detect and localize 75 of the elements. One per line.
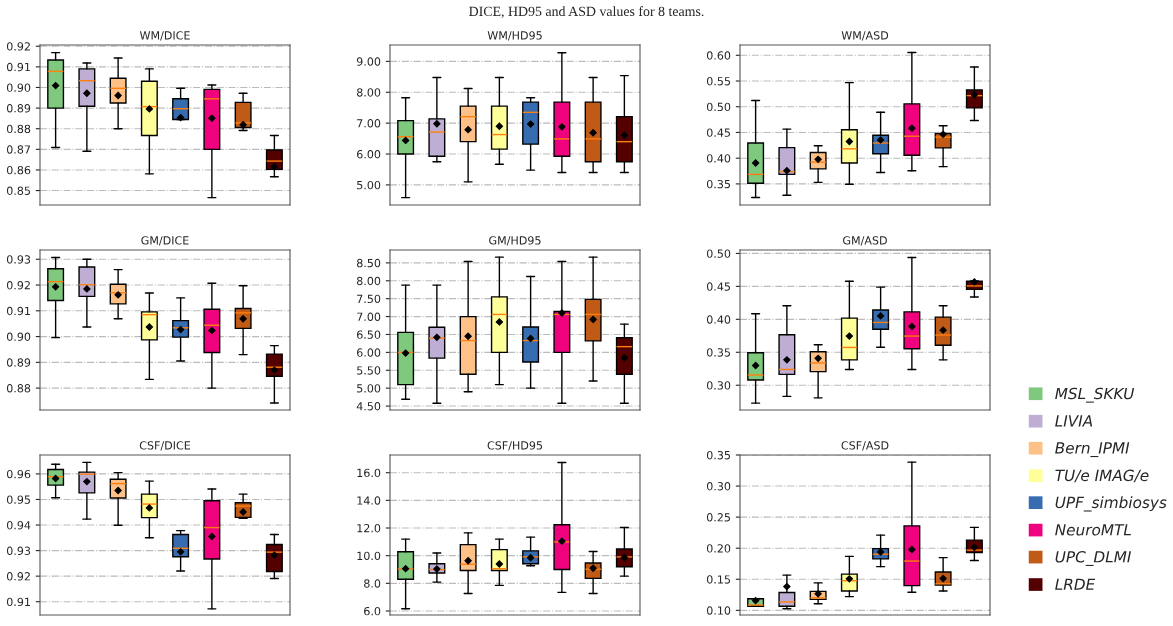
y-tick-label: 0.93 bbox=[6, 546, 31, 555]
chart-title: WM/DICE bbox=[139, 31, 190, 41]
y-tick-label: 0.96 bbox=[6, 469, 31, 479]
legend-label: UPF_simbiosys bbox=[1055, 496, 1167, 512]
y-tick-label: 0.87 bbox=[6, 145, 31, 154]
y-tick-label: 8.0 bbox=[364, 579, 381, 588]
y-tick-label: 8.50 bbox=[356, 258, 381, 268]
y-tick-label: 0.40 bbox=[706, 315, 731, 324]
y-tick-label: 0.86 bbox=[6, 165, 31, 175]
y-tick-label: 0.45 bbox=[706, 128, 730, 137]
y-tick-label: 0.92 bbox=[6, 572, 30, 581]
y-tick-label: 7.00 bbox=[357, 312, 381, 321]
y-tick-label: 16.0 bbox=[357, 468, 381, 478]
y-tick-label: 0.88 bbox=[6, 124, 31, 134]
chart-title: WM/ASD bbox=[841, 31, 889, 41]
y-tick-label: 0.40 bbox=[706, 154, 731, 163]
y-tick-label: 14.0 bbox=[357, 496, 381, 505]
y-tick-label: 6.0 bbox=[364, 606, 381, 616]
y-tick-label: 4.50 bbox=[356, 402, 381, 411]
y-tick-label: 5.00 bbox=[357, 180, 381, 190]
y-tick-label: 12.0 bbox=[357, 523, 381, 533]
y-tick-label: 6.00 bbox=[357, 348, 381, 357]
legend-label: MSL_SKKU bbox=[1055, 387, 1135, 403]
chart-title: WM/HD95 bbox=[487, 31, 542, 41]
y-tick-label: 0.91 bbox=[6, 597, 30, 607]
y-tick-label: 0.93 bbox=[6, 255, 31, 264]
y-tick-label: 0.20 bbox=[706, 544, 731, 553]
y-tick-label: 0.92 bbox=[6, 42, 30, 51]
y-tick-label: 0.91 bbox=[6, 62, 30, 72]
y-tick-label: 0.50 bbox=[706, 102, 731, 112]
y-tick-label: 6.00 bbox=[357, 150, 381, 159]
chart-title: GM/ASD bbox=[843, 236, 887, 246]
y-tick-label: 0.89 bbox=[6, 358, 31, 367]
y-tick-label: 0.30 bbox=[706, 381, 731, 390]
legend-label: TU/e IMAG/e bbox=[1055, 469, 1149, 483]
legend-label: Bern_IPMI bbox=[1055, 442, 1130, 458]
legend-label: LRDE bbox=[1055, 578, 1096, 590]
y-tick-label: 0.35 bbox=[706, 348, 730, 357]
y-tick-label: 0.35 bbox=[706, 450, 730, 460]
y-tick-label: 0.15 bbox=[706, 575, 730, 584]
y-tick-label: 0.90 bbox=[6, 332, 31, 341]
chart-title: CSF/DICE bbox=[139, 441, 191, 451]
y-tick-label: 0.35 bbox=[706, 179, 730, 189]
y-tick-label: 7.00 bbox=[357, 119, 381, 128]
legend-label: NeuroMTL bbox=[1055, 524, 1131, 536]
chart-title: CSF/HD95 bbox=[487, 441, 543, 451]
y-tick-label: 6.50 bbox=[357, 330, 381, 339]
y-tick-label: 0.10 bbox=[706, 606, 731, 615]
y-tick-label: 8.00 bbox=[356, 276, 381, 286]
y-tick-label: 0.45 bbox=[706, 282, 730, 291]
chart-title: CSF/ASD bbox=[841, 441, 889, 451]
chart-title: GM/HD95 bbox=[489, 236, 541, 246]
y-tick-label: 0.89 bbox=[6, 104, 31, 113]
y-tick-label: 5.00 bbox=[357, 384, 381, 393]
y-tick-label: 0.90 bbox=[6, 83, 31, 92]
legend-label: LIVIA bbox=[1055, 415, 1093, 427]
y-tick-label: 10.0 bbox=[357, 551, 381, 561]
y-tick-label: 5.50 bbox=[357, 366, 381, 375]
legend-label: UPC_DLMI bbox=[1055, 551, 1131, 566]
y-tick-label: 9.00 bbox=[356, 57, 381, 66]
y-tick-label: 0.95 bbox=[6, 495, 30, 504]
text: DICE, HD95 and ASD values for 8 teams. bbox=[469, 6, 704, 19]
chart-title: GM/DICE bbox=[141, 236, 189, 246]
y-tick-label: 0.85 bbox=[6, 186, 30, 195]
y-tick-label: 0.88 bbox=[6, 384, 31, 393]
y-tick-label: 0.92 bbox=[6, 281, 30, 290]
y-tick-label: 0.25 bbox=[706, 513, 730, 522]
y-tick-label: 0.50 bbox=[706, 249, 731, 258]
y-tick-label: 8.00 bbox=[356, 88, 381, 97]
y-tick-label: 0.55 bbox=[706, 76, 730, 86]
y-tick-label: 0.94 bbox=[6, 521, 31, 530]
y-tick-label: 0.60 bbox=[706, 51, 731, 60]
y-tick-label: 0.30 bbox=[706, 482, 731, 491]
y-tick-label: 7.50 bbox=[357, 294, 381, 304]
y-tick-label: 0.91 bbox=[6, 306, 30, 316]
